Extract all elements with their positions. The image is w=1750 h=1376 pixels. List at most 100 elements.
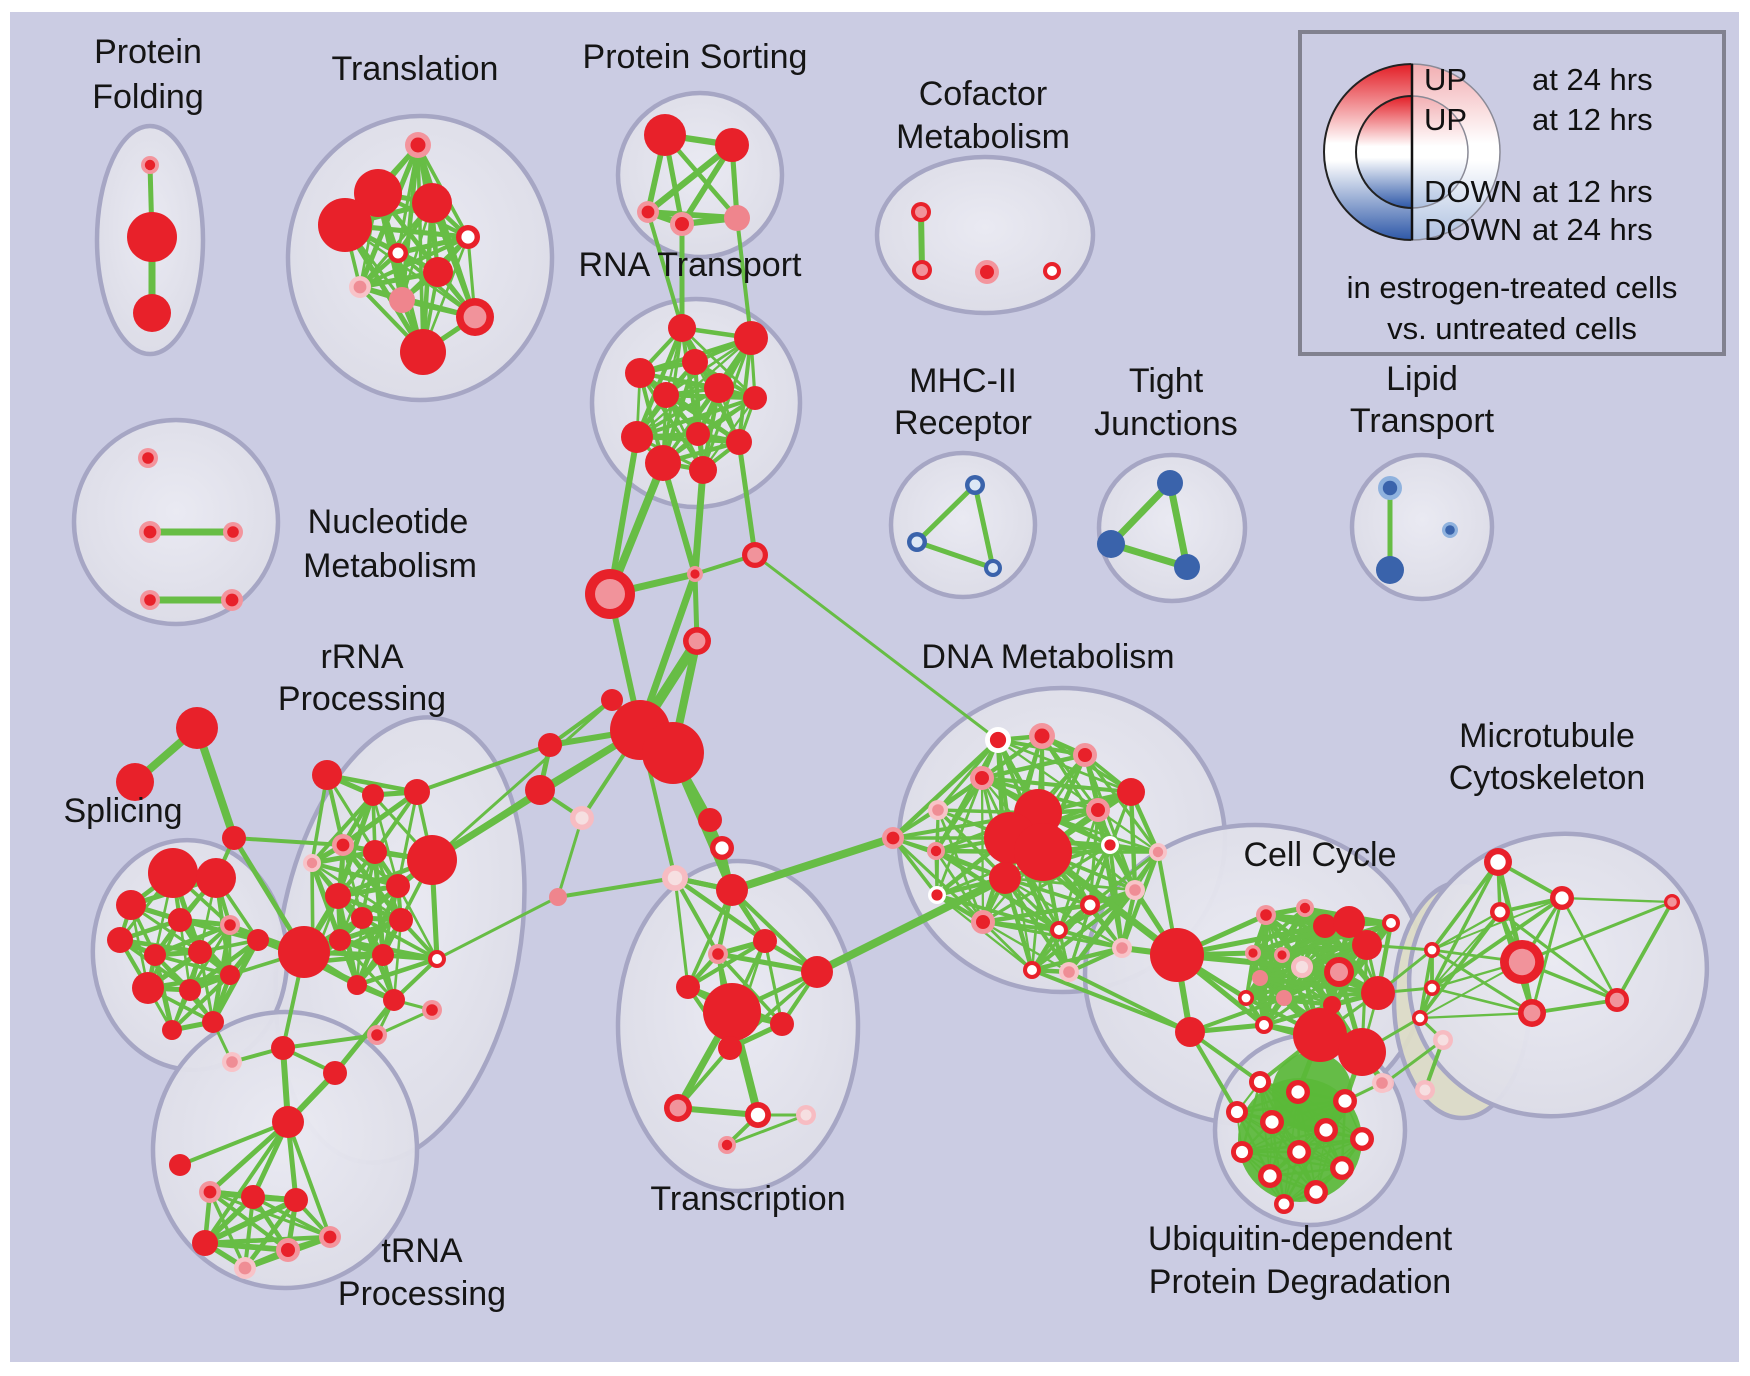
network-edge <box>644 141 736 216</box>
cluster-label: Transcription <box>650 1180 845 1218</box>
network-edge <box>556 876 677 899</box>
network-node-core <box>1609 992 1625 1008</box>
legend-row-dir: DOWN <box>1424 174 1522 209</box>
cluster-label: Protein Degradation <box>1149 1263 1451 1301</box>
network-edge <box>202 1234 333 1246</box>
network-edge <box>1329 920 1394 1008</box>
legend-row-dir: UP <box>1424 62 1467 97</box>
network-node <box>704 373 734 403</box>
network-edge <box>672 875 721 957</box>
network-node <box>363 840 387 864</box>
network-node <box>423 257 453 287</box>
network-node <box>668 314 696 342</box>
network-node-core <box>426 1004 438 1016</box>
network-node <box>1117 778 1145 806</box>
network-edge <box>972 482 996 571</box>
network-node-core <box>1508 948 1536 976</box>
network-edge <box>635 336 753 439</box>
network-node-core <box>463 305 487 329</box>
nodes-layer <box>107 114 1680 1279</box>
network-edge <box>1107 479 1174 548</box>
network-node <box>116 890 146 920</box>
network-edge <box>309 792 376 866</box>
network-node <box>1150 928 1204 982</box>
network-edge <box>430 698 614 862</box>
network-edge <box>979 752 1088 781</box>
legend-row-dir: DOWN <box>1424 212 1522 247</box>
network-edge <box>375 1008 434 1037</box>
network-node <box>404 779 430 805</box>
cluster-label: Processing <box>338 1275 506 1313</box>
network-node-core <box>915 206 927 218</box>
cluster-label: Protein <box>94 33 202 71</box>
network-edge <box>1280 921 1393 957</box>
cluster-ellipse-cofactor-metabolism <box>874 154 1096 316</box>
network-node-core <box>1278 1198 1290 1210</box>
cluster-label: Protein Sorting <box>583 38 808 76</box>
network-node-core <box>911 536 923 548</box>
network-edge <box>933 775 985 854</box>
network-node <box>407 835 457 885</box>
network-node-core <box>1047 266 1057 276</box>
network-node <box>753 929 777 953</box>
cluster-label: Metabolism <box>303 547 477 585</box>
network-node <box>689 456 717 484</box>
network-edge <box>979 775 1134 795</box>
network-node <box>601 689 623 711</box>
network-node-core <box>1078 748 1092 762</box>
network-node <box>549 888 567 906</box>
network-node <box>1014 823 1072 881</box>
network-node <box>1313 914 1337 938</box>
network-edge <box>1560 896 1674 904</box>
network-node <box>127 212 177 262</box>
network-node-core <box>688 632 706 650</box>
network-node <box>676 975 700 999</box>
network-node-core <box>1291 1085 1305 1099</box>
cluster-ellipse-lipid-transport <box>1349 452 1495 602</box>
legend-row-time: at 24 hrs <box>1532 212 1653 247</box>
network-node-core <box>1299 902 1311 914</box>
network-edge <box>1530 896 1564 1015</box>
network-node <box>698 808 722 832</box>
legend-row-time: at 12 hrs <box>1532 102 1653 137</box>
network-node <box>192 1230 218 1256</box>
network-edge <box>415 743 552 794</box>
cluster-label: Tight <box>1129 362 1204 400</box>
network-node-core <box>886 831 900 845</box>
network-node-core <box>1235 1145 1249 1159</box>
network-edge <box>646 210 684 330</box>
network-node-core <box>323 1230 337 1244</box>
network-node-core <box>336 838 350 852</box>
network-node <box>703 983 761 1041</box>
network-node <box>116 763 154 801</box>
network-edge <box>680 326 757 400</box>
network-node-core <box>227 526 239 538</box>
network-node <box>1252 970 1268 986</box>
network-edge <box>763 939 784 1026</box>
network-node <box>133 294 171 332</box>
network-node-core <box>1415 1013 1425 1023</box>
network-node <box>525 775 555 805</box>
cluster-label: Microtubule <box>1459 717 1635 755</box>
network-node-core <box>1309 1185 1323 1199</box>
network-node-core <box>930 845 942 857</box>
network-node <box>653 382 679 408</box>
network-node <box>144 944 166 966</box>
network-edge <box>672 875 768 944</box>
legend-caption-line2: vs. untreated cells <box>1387 311 1637 346</box>
network-node-core <box>1419 1084 1431 1096</box>
network-edge <box>664 393 741 444</box>
network-edge <box>673 876 690 989</box>
network-node-core <box>575 811 589 825</box>
network-edge <box>286 1120 332 1239</box>
cluster-label: Junctions <box>1094 405 1238 443</box>
legend-row-dir: UP <box>1424 102 1467 137</box>
network-node-core <box>371 1029 383 1041</box>
network-node-core <box>1667 897 1677 907</box>
network-node-core <box>1063 966 1075 978</box>
cluster-label: Folding <box>92 78 204 116</box>
cluster-ellipse-trna-processing <box>150 1009 420 1291</box>
network-node <box>383 989 405 1011</box>
network-node-core <box>800 1109 812 1121</box>
network-node <box>743 386 767 410</box>
